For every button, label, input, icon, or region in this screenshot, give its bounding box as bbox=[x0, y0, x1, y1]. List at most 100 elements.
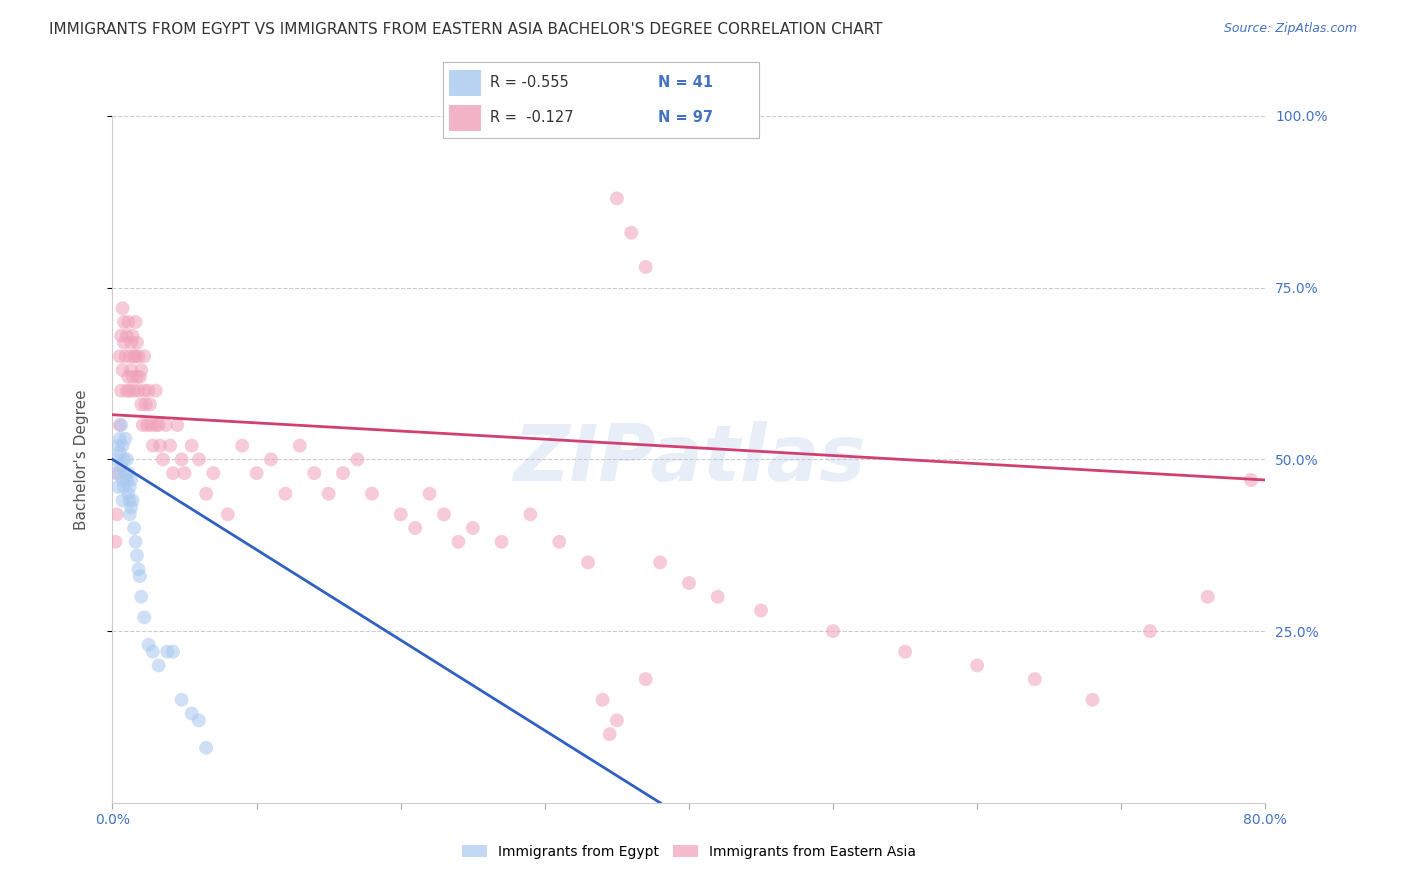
Point bbox=[107, 439, 129, 453]
Point bbox=[576, 555, 599, 570]
Point bbox=[260, 452, 283, 467]
Point bbox=[433, 508, 456, 522]
Point bbox=[105, 452, 128, 467]
Point bbox=[138, 638, 160, 652]
Point bbox=[108, 350, 131, 364]
Point bbox=[274, 487, 297, 501]
Point bbox=[894, 645, 917, 659]
Text: IMMIGRANTS FROM EGYPT VS IMMIGRANTS FROM EASTERN ASIA BACHELOR'S DEGREE CORRELAT: IMMIGRANTS FROM EGYPT VS IMMIGRANTS FROM… bbox=[49, 22, 883, 37]
Point bbox=[173, 466, 195, 480]
Point bbox=[125, 370, 148, 384]
Y-axis label: Bachelor's Degree: Bachelor's Degree bbox=[75, 389, 89, 530]
Text: R =  -0.127: R = -0.127 bbox=[491, 111, 574, 125]
Point bbox=[112, 480, 135, 494]
Point bbox=[202, 466, 225, 480]
Point bbox=[180, 706, 202, 721]
Point bbox=[606, 191, 628, 205]
Point bbox=[110, 384, 132, 398]
Point bbox=[195, 487, 218, 501]
Point bbox=[124, 534, 146, 549]
Point bbox=[749, 603, 772, 617]
Point bbox=[821, 624, 844, 639]
Point bbox=[111, 473, 134, 487]
Point bbox=[634, 260, 657, 274]
Point bbox=[118, 480, 141, 494]
Point bbox=[121, 370, 143, 384]
Point bbox=[599, 727, 621, 741]
Point bbox=[149, 439, 172, 453]
Point bbox=[108, 432, 131, 446]
Point bbox=[115, 473, 138, 487]
Point bbox=[166, 417, 188, 432]
Point bbox=[118, 493, 141, 508]
Point bbox=[332, 466, 354, 480]
Point bbox=[118, 508, 141, 522]
Point bbox=[111, 301, 134, 316]
Point bbox=[115, 328, 138, 343]
Point bbox=[115, 384, 138, 398]
Point bbox=[117, 370, 139, 384]
Point bbox=[188, 714, 211, 728]
Point bbox=[127, 384, 149, 398]
Point bbox=[118, 350, 141, 364]
Point bbox=[125, 335, 148, 350]
Point bbox=[246, 466, 269, 480]
Point bbox=[634, 672, 657, 686]
Text: Source: ZipAtlas.com: Source: ZipAtlas.com bbox=[1223, 22, 1357, 36]
Point bbox=[135, 397, 157, 411]
Point bbox=[115, 452, 138, 467]
Point bbox=[124, 315, 146, 329]
Point bbox=[145, 417, 167, 432]
Point bbox=[112, 315, 135, 329]
Point bbox=[118, 384, 141, 398]
Point bbox=[650, 555, 672, 570]
Point bbox=[142, 645, 165, 659]
Point bbox=[107, 480, 129, 494]
Point bbox=[162, 645, 184, 659]
Point bbox=[127, 562, 149, 576]
Point bbox=[548, 534, 571, 549]
Point bbox=[129, 363, 153, 377]
Point bbox=[112, 452, 135, 467]
Point bbox=[141, 417, 163, 432]
Point bbox=[134, 384, 156, 398]
Point bbox=[110, 459, 132, 474]
Point bbox=[139, 397, 162, 411]
Point bbox=[966, 658, 988, 673]
Text: N = 97: N = 97 bbox=[658, 111, 713, 125]
Bar bbox=[450, 105, 481, 130]
Point bbox=[217, 508, 239, 522]
Point bbox=[346, 452, 368, 467]
Point bbox=[491, 534, 513, 549]
Point bbox=[1081, 692, 1104, 706]
Point bbox=[128, 370, 150, 384]
Point bbox=[120, 473, 142, 487]
Point bbox=[105, 508, 128, 522]
Point bbox=[134, 350, 156, 364]
Point bbox=[1139, 624, 1161, 639]
Point bbox=[195, 740, 218, 755]
Point bbox=[114, 466, 136, 480]
Point bbox=[114, 432, 136, 446]
Point bbox=[122, 350, 145, 364]
Point bbox=[231, 439, 253, 453]
Point bbox=[129, 590, 153, 604]
Point bbox=[107, 466, 129, 480]
Bar bbox=[450, 70, 481, 95]
Point bbox=[121, 328, 143, 343]
Point bbox=[132, 417, 155, 432]
Point bbox=[162, 466, 184, 480]
Point bbox=[111, 493, 134, 508]
Point bbox=[519, 508, 541, 522]
Point bbox=[120, 363, 142, 377]
Point bbox=[112, 335, 135, 350]
Point bbox=[155, 417, 177, 432]
Point bbox=[108, 417, 131, 432]
Point bbox=[419, 487, 441, 501]
Point bbox=[114, 350, 136, 364]
Point bbox=[111, 439, 134, 453]
Point bbox=[134, 610, 156, 624]
Text: R = -0.555: R = -0.555 bbox=[491, 76, 569, 90]
Point bbox=[125, 549, 148, 563]
Point bbox=[180, 439, 202, 453]
